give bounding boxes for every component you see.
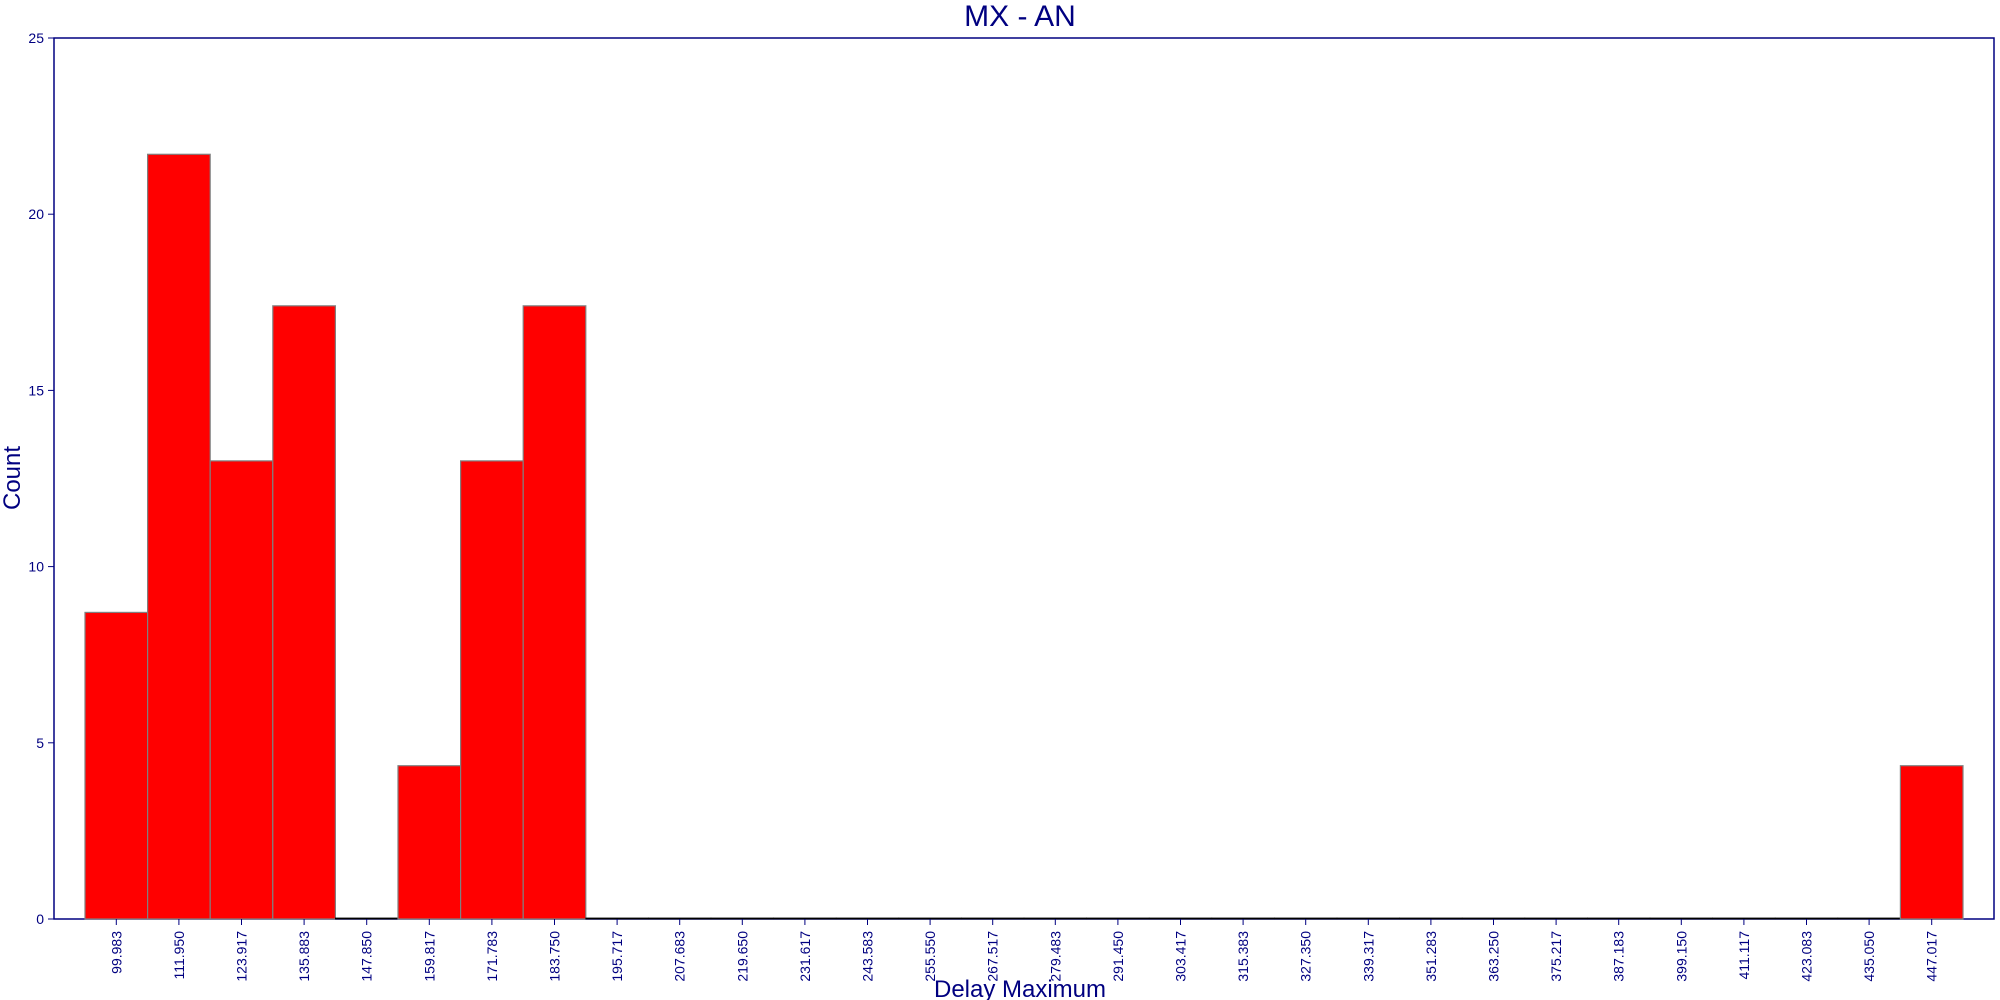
bar [272,305,336,920]
y-tick-label: 20 [28,206,44,222]
x-tick-label: 291.450 [1110,931,1126,982]
bar [397,765,462,920]
bar [1524,917,1588,920]
chart-title: MX - AN [964,0,1076,33]
bar [209,460,274,920]
x-tick-label: 423.083 [1799,931,1815,982]
x-tick-label: 339.317 [1360,931,1376,982]
x-tick-label: 135.883 [296,931,312,982]
x-tick-label: 255.550 [922,931,938,982]
bar [773,917,837,920]
x-tick-label: 123.917 [234,931,250,982]
x-tick-label: 171.783 [484,931,500,982]
bar [585,917,649,920]
x-tick-label: 279.483 [1047,931,1063,982]
bar [1023,917,1087,920]
x-tick-label: 207.683 [672,931,688,982]
x-tick-label: 315.383 [1235,931,1251,982]
x-tick-label: 351.283 [1423,931,1439,982]
y-axis-label: Count [0,446,26,510]
bar [1587,917,1651,920]
y-tick-label: 15 [28,382,44,398]
x-tick-label: 327.350 [1298,931,1314,982]
x-tick-label: 147.850 [359,931,375,982]
x-tick-label: 375.217 [1548,931,1564,982]
x-axis-label: Delay Maximum [934,976,1106,1000]
bar [1399,917,1463,920]
bar [1712,917,1776,920]
x-tick-label: 303.417 [1173,931,1189,982]
bar [1899,765,1964,920]
y-tick-label: 10 [28,559,44,575]
x-tick-label: 243.583 [860,931,876,982]
x-tick-label: 363.250 [1486,931,1502,982]
bar [1837,917,1901,920]
bar [522,305,587,920]
x-tick-label: 159.817 [421,931,437,982]
bar [1148,917,1213,920]
bar [334,917,399,920]
x-tick-label: 411.117 [1736,931,1752,980]
bar [835,917,900,920]
x-axis-ticks: 99.983 111.950 123.917 135.883 147.850 159.81… [108,919,1940,982]
x-tick-label: 231.617 [797,931,813,982]
bar [1649,917,1713,920]
y-tick-label: 25 [28,30,44,46]
plot-area-border [53,37,1995,920]
bars-group [84,153,1964,920]
x-tick-label: 387.183 [1611,931,1627,982]
bar [1086,917,1150,920]
bar [710,917,774,920]
bar [898,917,962,920]
y-tick-label: 0 [36,911,44,927]
x-tick-label: 267.517 [985,931,1001,982]
bar [648,917,712,920]
x-tick-label: 111.950 [171,931,187,980]
bar [147,153,211,920]
bar [1461,917,1526,920]
x-tick-label: 99.983 [108,931,124,974]
bar [1774,917,1839,920]
bar [1274,917,1338,920]
bar [961,917,1025,920]
y-tick-label: 5 [36,735,44,751]
x-tick-label: 219.650 [734,931,750,982]
x-tick-label: 447.017 [1924,931,1940,982]
bar [1211,917,1275,920]
bar [1336,917,1400,920]
bar [84,611,149,920]
x-tick-label: 399.150 [1673,931,1689,982]
x-tick-label: 183.750 [547,931,563,982]
x-tick-label: 195.717 [609,931,625,982]
bar [460,460,524,920]
y-axis-ticks: 0 5 10 15 20 25 [28,30,54,927]
x-tick-label: 435.050 [1861,931,1877,982]
